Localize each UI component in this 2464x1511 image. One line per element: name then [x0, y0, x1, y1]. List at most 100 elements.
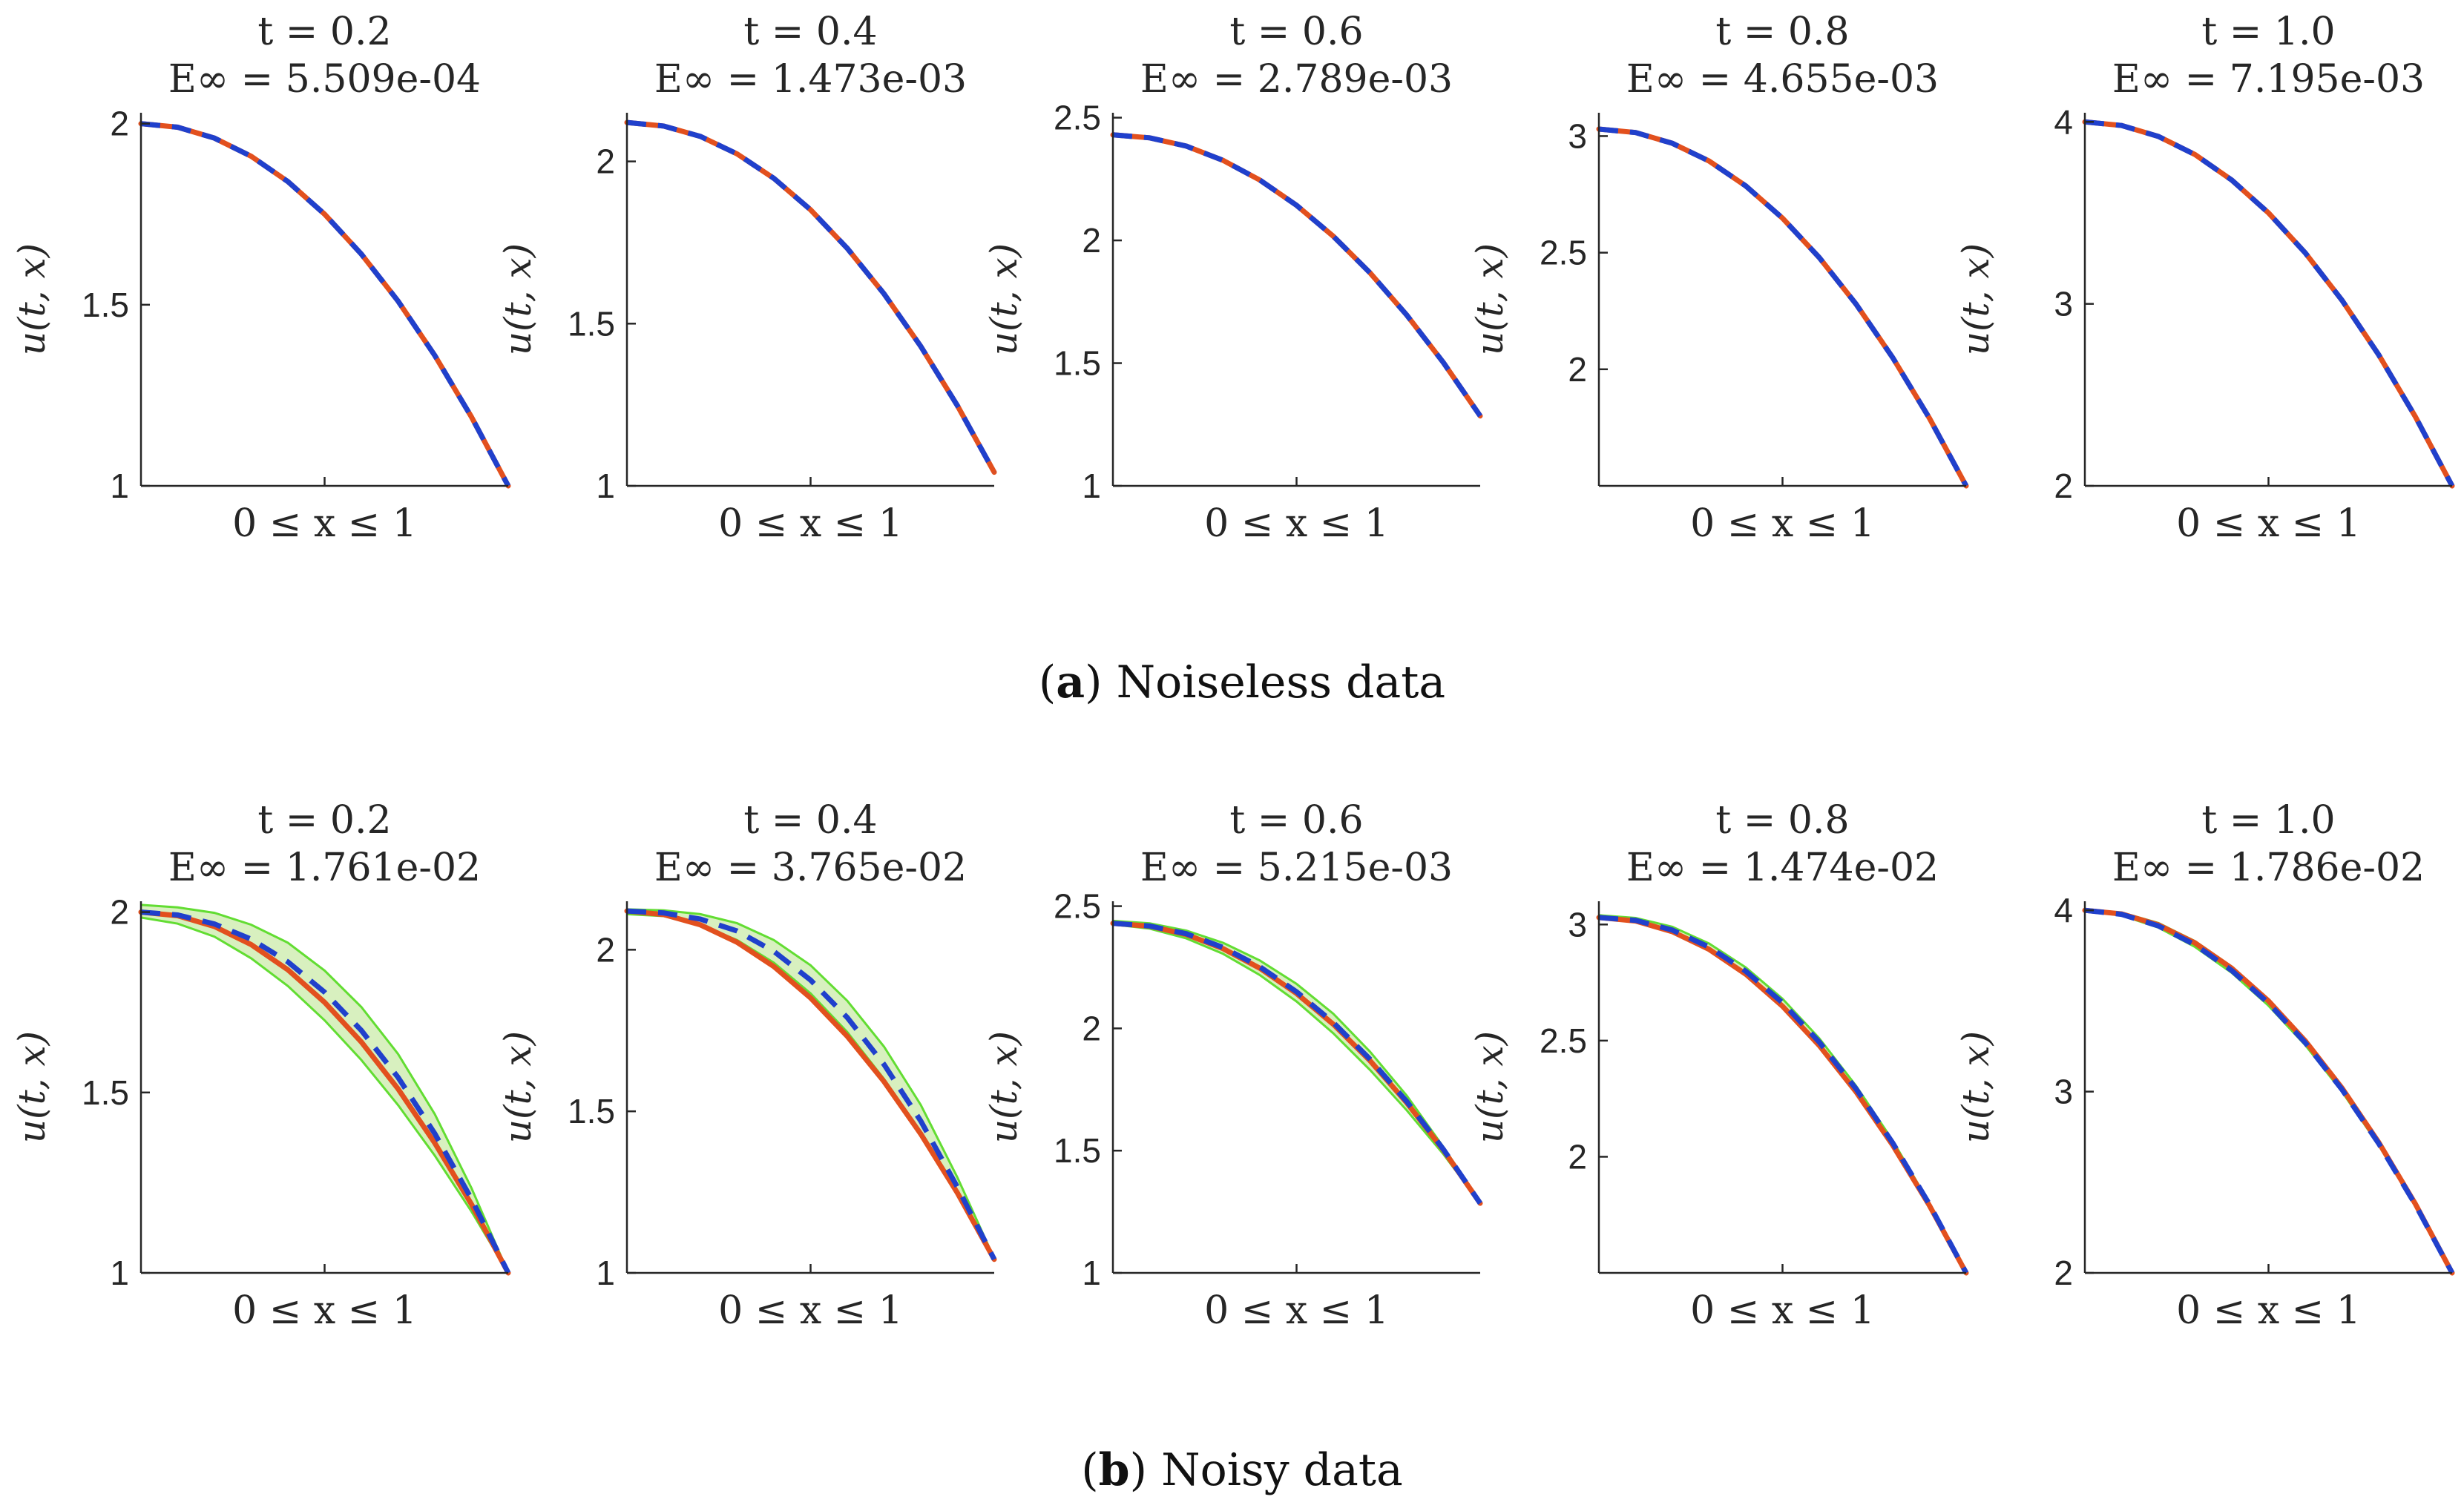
chart-title: t = 1.0: [2201, 798, 2335, 843]
chart-error-label: E∞ = 2.789e-03: [1140, 57, 1453, 102]
chart-title: t = 1.0: [2201, 10, 2335, 54]
y-axis-label: u(t, x): [496, 1031, 539, 1143]
chart-a-3: t = 0.6E∞ = 2.789e-03 1 1.5 2 2.5 0 ≤ x ≤ 1 u(…: [982, 10, 1483, 546]
chart-error-label: E∞ = 4.655e-03: [1626, 57, 1939, 102]
x-axis-label: 0 ≤ x ≤ 1: [232, 1288, 417, 1333]
chart-title: t = 0.4: [743, 798, 877, 843]
y-tick-label: 3: [1568, 905, 1587, 944]
caption-a-close-paren: ): [1085, 656, 1102, 708]
y-tick-label: 2: [2054, 1254, 2073, 1292]
y-tick-label: 3: [1568, 116, 1587, 155]
chart-a-5: t = 1.0E∞ = 7.195e-03 2 3 4 0 ≤ x ≤ 1 u(t, x): [1954, 10, 2455, 546]
y-tick-label: 2: [596, 142, 615, 181]
y-tick-label: 2: [1082, 221, 1101, 260]
y-axis-label: u(t, x): [10, 1031, 53, 1143]
series-exact-line: [138, 909, 511, 1276]
uncertainty-band-upper: [1598, 914, 1968, 1274]
series-prediction-line: [140, 909, 511, 1274]
chart-error-label: E∞ = 1.761e-02: [168, 846, 481, 890]
x-axis-label: 0 ≤ x ≤ 1: [718, 1288, 903, 1333]
caption-b-open-paren: (: [1081, 1444, 1098, 1496]
chart-b-1: t = 0.2E∞ = 1.761e-02 1 1.5 2 0 ≤ x ≤ 1 u(t, …: [10, 798, 511, 1333]
y-tick-label: 3: [2054, 285, 2073, 323]
y-tick-label: 2.5: [1540, 234, 1587, 272]
x-axis-label: 0 ≤ x ≤ 1: [232, 501, 417, 546]
uncertainty-band: [1113, 921, 1480, 1204]
y-axis-label: u(t, x): [1954, 1031, 1997, 1143]
y-axis-label: u(t, x): [10, 243, 53, 355]
caption-b: (b) Noisy data: [1081, 1444, 1403, 1496]
y-tick-label: 1: [596, 1254, 615, 1292]
chart-error-label: E∞ = 5.215e-03: [1140, 846, 1453, 890]
series-prediction-line: [626, 119, 997, 474]
chart-a-2: t = 0.4E∞ = 1.473e-03 1 1.5 2 0 ≤ x ≤ 1 u(t, …: [496, 10, 997, 546]
series-exact-line: [624, 119, 997, 475]
chart-b-2: t = 0.4E∞ = 3.765e-02 1 1.5 2 0 ≤ x ≤ 1 u(t, …: [496, 798, 997, 1333]
caption-b-close-paren: ): [1130, 1444, 1147, 1496]
y-tick-label: 1.5: [1054, 344, 1101, 383]
caption-a-letter: a: [1056, 656, 1085, 708]
x-axis-label: 0 ≤ x ≤ 1: [1690, 1288, 1875, 1333]
series-prediction-line: [2084, 119, 2455, 487]
uncertainty-band-upper: [626, 908, 996, 1260]
chart-error-label: E∞ = 7.195e-03: [2112, 57, 2425, 102]
series-prediction-line: [140, 121, 511, 487]
chart-error-label: E∞ = 5.509e-04: [168, 57, 481, 102]
y-tick-label: 2: [1082, 1009, 1101, 1047]
uncertainty-band: [1599, 915, 1966, 1273]
x-axis-label: 0 ≤ x ≤ 1: [718, 501, 903, 546]
x-axis-label: 0 ≤ x ≤ 1: [1204, 1288, 1389, 1333]
uncertainty-band: [627, 909, 994, 1260]
series-exact-line: [1110, 132, 1483, 419]
y-tick-label: 1: [596, 467, 615, 505]
series-prediction-line: [1112, 921, 1482, 1205]
caption-b-letter: b: [1099, 1444, 1130, 1496]
uncertainty-band-upper: [1112, 919, 1482, 1203]
y-tick-label: 1.5: [568, 304, 615, 343]
series-exact-line: [138, 121, 511, 489]
y-tick-label: 2: [1568, 350, 1587, 389]
y-tick-label: 1: [1082, 467, 1101, 505]
caption-b-text: Noisy data: [1147, 1444, 1403, 1496]
series-prediction-line: [2084, 907, 2455, 1274]
y-tick-label: 4: [2054, 891, 2073, 929]
y-tick-label: 2: [1568, 1137, 1587, 1176]
y-axis-label: u(t, x): [496, 243, 539, 355]
y-tick-label: 1.5: [568, 1092, 615, 1130]
y-tick-label: 1.5: [82, 1073, 129, 1112]
caption-a-open-paren: (: [1039, 656, 1056, 708]
y-tick-label: 4: [2054, 102, 2073, 141]
chart-title: t = 0.4: [743, 10, 877, 54]
chart-title: t = 0.6: [1229, 798, 1363, 843]
y-tick-label: 2.5: [1054, 887, 1101, 926]
y-axis-label: u(t, x): [1954, 243, 1997, 355]
uncertainty-band-lower: [2084, 909, 2454, 1274]
y-tick-label: 2: [110, 893, 129, 932]
series-exact-line: [2082, 907, 2455, 1276]
x-axis-label: 0 ≤ x ≤ 1: [1690, 501, 1875, 546]
y-tick-label: 1.5: [1054, 1131, 1101, 1170]
y-tick-label: 3: [2054, 1073, 2073, 1111]
uncertainty-band: [141, 904, 508, 1273]
y-tick-label: 2.5: [1054, 99, 1101, 137]
series-exact-line: [624, 908, 997, 1263]
chart-error-label: E∞ = 1.473e-03: [654, 57, 967, 102]
y-tick-label: 2: [596, 930, 615, 969]
chart-title: t = 0.6: [1229, 10, 1363, 54]
uncertainty-band-lower: [1112, 923, 1482, 1204]
y-tick-label: 1: [110, 467, 129, 505]
chart-error-label: E∞ = 1.474e-02: [1626, 846, 1939, 890]
caption-a: (a) Noiseless data: [1039, 656, 1445, 708]
chart-a-1: t = 0.2E∞ = 5.509e-04 1 1.5 2 0 ≤ x ≤ 1 u(t, …: [10, 10, 511, 546]
series-exact-line: [2082, 119, 2455, 489]
uncertainty-band-upper: [2084, 908, 2454, 1274]
chart-title: t = 0.2: [257, 10, 391, 54]
chart-title: t = 0.8: [1715, 798, 1849, 843]
x-axis-label: 0 ≤ x ≤ 1: [2176, 1288, 2361, 1333]
series-prediction-line: [1112, 132, 1482, 418]
series-prediction-line: [1598, 915, 1969, 1274]
chart-title: t = 0.2: [257, 798, 391, 843]
x-axis-label: 0 ≤ x ≤ 1: [2176, 501, 2361, 546]
y-tick-label: 2: [110, 105, 129, 143]
